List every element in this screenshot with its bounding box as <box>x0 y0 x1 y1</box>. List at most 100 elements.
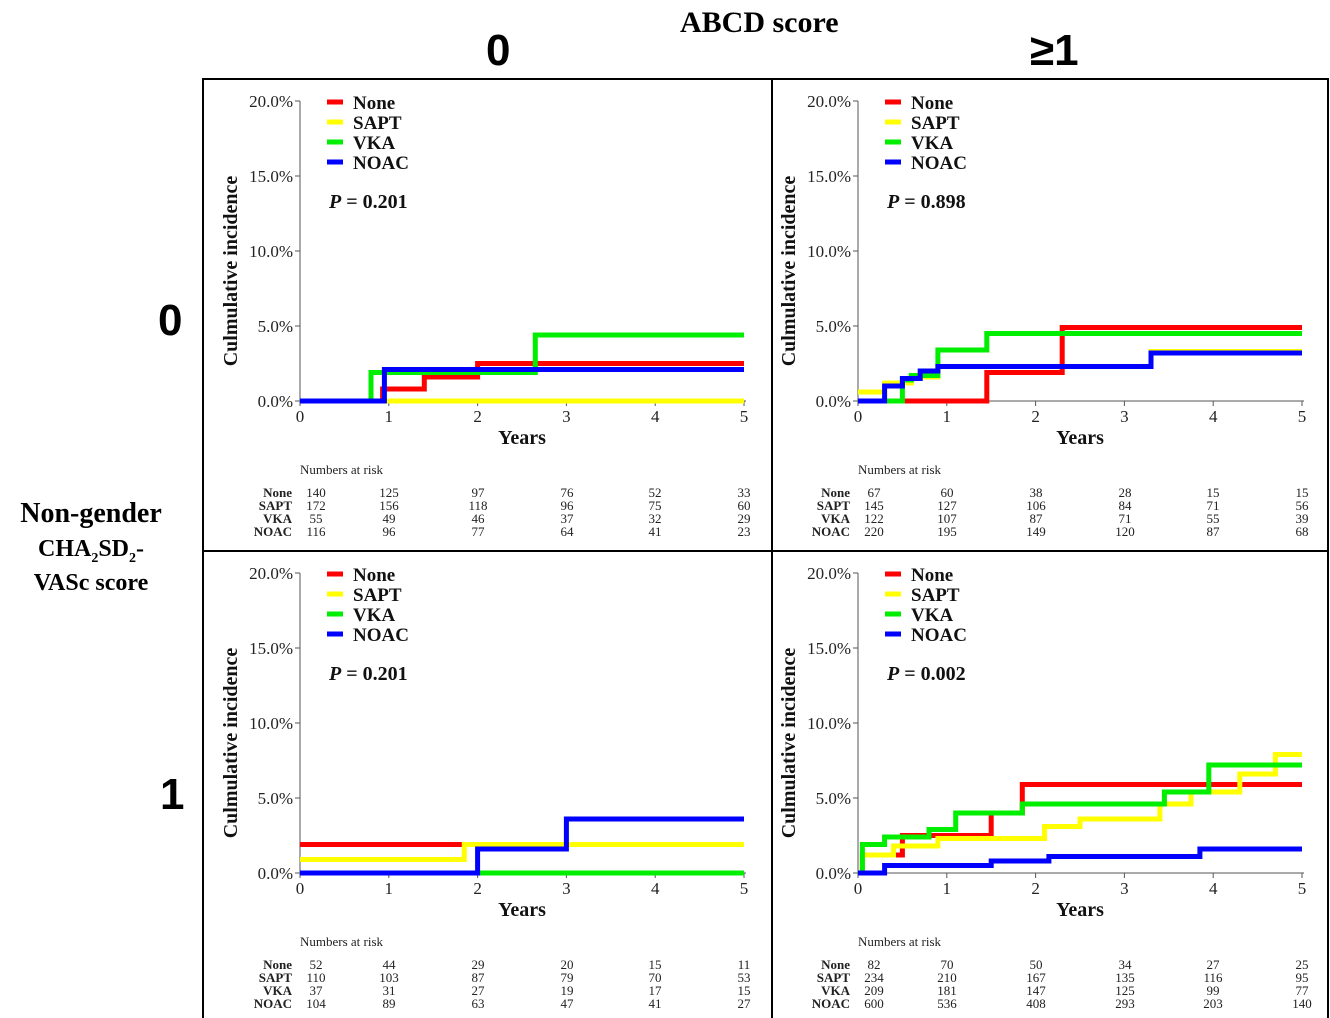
risk-value: 536 <box>937 996 957 1011</box>
risk-value: 195 <box>937 524 957 539</box>
risk-value: 44 <box>383 957 397 972</box>
risk-value: 220 <box>864 524 884 539</box>
legend-label-sapt: SAPT <box>353 585 402 606</box>
series-line-sapt <box>858 752 1302 876</box>
column-label-abcd-ge1: ≥1 <box>1030 26 1079 75</box>
x-tick-label: 3 <box>562 879 571 898</box>
risk-value: 77 <box>1296 983 1310 998</box>
y-axis-label: Culmulative incidence <box>220 176 242 367</box>
x-tick-label: 0 <box>296 879 305 898</box>
risk-value: 167 <box>1026 970 1046 985</box>
risk-value: 135 <box>1115 970 1135 985</box>
column-label-abcd-0: 0 <box>486 26 511 75</box>
risk-value: 234 <box>864 970 884 985</box>
risk-value: 29 <box>472 957 485 972</box>
risk-value: 209 <box>864 983 884 998</box>
x-tick-label: 1 <box>385 879 394 898</box>
p-value-text: P = 0.898 <box>886 191 966 213</box>
x-tick-label: 0 <box>854 407 863 426</box>
risk-value: 56 <box>1296 498 1310 513</box>
km-panel-abcd0-chads0: 0.0%5.0%10.0%15.0%20.0%0 1 2 3 4 5YearsCulmul… <box>220 92 751 539</box>
risk-value: 203 <box>1203 996 1223 1011</box>
risk-value: 70 <box>941 957 954 972</box>
risk-value: 96 <box>561 498 575 513</box>
risk-value: 32 <box>649 511 662 526</box>
km-panel-abcd0-chads1: 0.0% 5.0% 10.0% 15.0% 20.0% 0 1 2 3 4 5 Years Culmul… <box>220 564 751 1011</box>
x-tick-label: 2 <box>473 407 482 426</box>
risk-value: 46 <box>472 511 486 526</box>
x-axis-label: Years <box>498 427 546 449</box>
legend-label-vka: VKA <box>911 605 954 626</box>
y-tick-label: 15.0% <box>807 167 851 186</box>
p-value-text: P = 0.201 <box>328 663 408 685</box>
risk-row-label-sapt: SAPT <box>259 970 293 985</box>
risk-value: 84 <box>1119 498 1133 513</box>
p-label: P <box>328 663 342 685</box>
series-line-sapt <box>300 842 744 862</box>
x-tick-label: 5 <box>1298 407 1307 426</box>
km-panel-abcd1-chads1: 0.0%5.0%10.0%15.0%20.0%0 1 2 3 4 5YearsCulmul… <box>778 564 1312 1011</box>
p-label: P <box>886 191 900 213</box>
risk-value: 31 <box>383 983 396 998</box>
risk-value: 64 <box>561 524 575 539</box>
risk-value: 118 <box>468 498 487 513</box>
risk-row-label-none: None <box>821 485 850 500</box>
legend-label-vka: VKA <box>353 605 396 626</box>
risk-value: 29 <box>738 511 751 526</box>
risk-value: 19 <box>561 983 574 998</box>
series-line-noac <box>300 816 744 876</box>
y-tick-label: 20.0% <box>807 92 851 111</box>
y-tick-label: 5.0% <box>816 789 851 808</box>
x-axis-label: Years <box>1056 899 1104 921</box>
x-tick-label: 5 <box>740 407 749 426</box>
risk-value: 15 <box>1207 485 1220 500</box>
y-axis-label: Culmulative incidence <box>778 176 800 367</box>
risk-row-label-sapt: SAPT <box>817 498 851 513</box>
row-label-chads-0: 0 <box>158 296 183 345</box>
grid-outer-border <box>202 78 1329 1018</box>
figure-title: ABCD score <box>680 6 839 39</box>
risk-value: 140 <box>1292 996 1312 1011</box>
risk-value: 82 <box>868 957 881 972</box>
y-tick-label: 10.0% <box>807 242 851 261</box>
risk-row-label-vka: VKA <box>263 983 293 998</box>
risk-value: 293 <box>1115 996 1135 1011</box>
risk-value: 37 <box>310 983 324 998</box>
risk-value: 28 <box>1119 485 1132 500</box>
risk-value: 60 <box>738 498 751 513</box>
risk-value: 41 <box>649 524 662 539</box>
x-tick-label: 4 <box>651 879 660 898</box>
y-tick-label: 20.0% <box>249 564 293 583</box>
series-line-none <box>858 325 1302 404</box>
p-value-text: P = 0.201 <box>328 191 408 213</box>
legend-label-none: None <box>353 565 395 586</box>
risk-value: 140 <box>306 485 326 500</box>
risk-value: 15 <box>1296 485 1309 500</box>
p-value: = 0.898 <box>899 191 965 213</box>
risk-value: 68 <box>1296 524 1309 539</box>
series-line-noac <box>300 367 744 404</box>
risk-value: 71 <box>1207 498 1220 513</box>
side-label-line1: Non-gender <box>20 498 162 529</box>
risk-table-title: Numbers at risk <box>300 462 384 477</box>
risk-row-label-noac: NOAC <box>254 996 292 1011</box>
risk-value: 38 <box>1030 485 1043 500</box>
legend-label-none: None <box>353 93 395 114</box>
risk-value: 77 <box>472 524 486 539</box>
risk-row-label-sapt: SAPT <box>259 498 293 513</box>
risk-row-label-none: None <box>821 957 850 972</box>
risk-value: 27 <box>472 983 486 998</box>
y-tick-label: 15.0% <box>249 639 293 658</box>
risk-value: 95 <box>1296 970 1309 985</box>
risk-value: 107 <box>937 511 957 526</box>
p-value: = 0.201 <box>341 663 407 685</box>
km-panel-abcd1-chads0: 0.0% 5.0% 10.0% 15.0% 20.0% 0 1 2 3 4 5 Years Culmul… <box>778 92 1309 539</box>
risk-row-label-vka: VKA <box>821 511 851 526</box>
risk-value: 70 <box>649 970 662 985</box>
risk-value: 79 <box>561 970 574 985</box>
risk-value: 23 <box>738 524 751 539</box>
y-tick-label: 10.0% <box>249 242 293 261</box>
risk-value: 147 <box>1026 983 1046 998</box>
y-tick-label: 10.0% <box>249 714 293 733</box>
